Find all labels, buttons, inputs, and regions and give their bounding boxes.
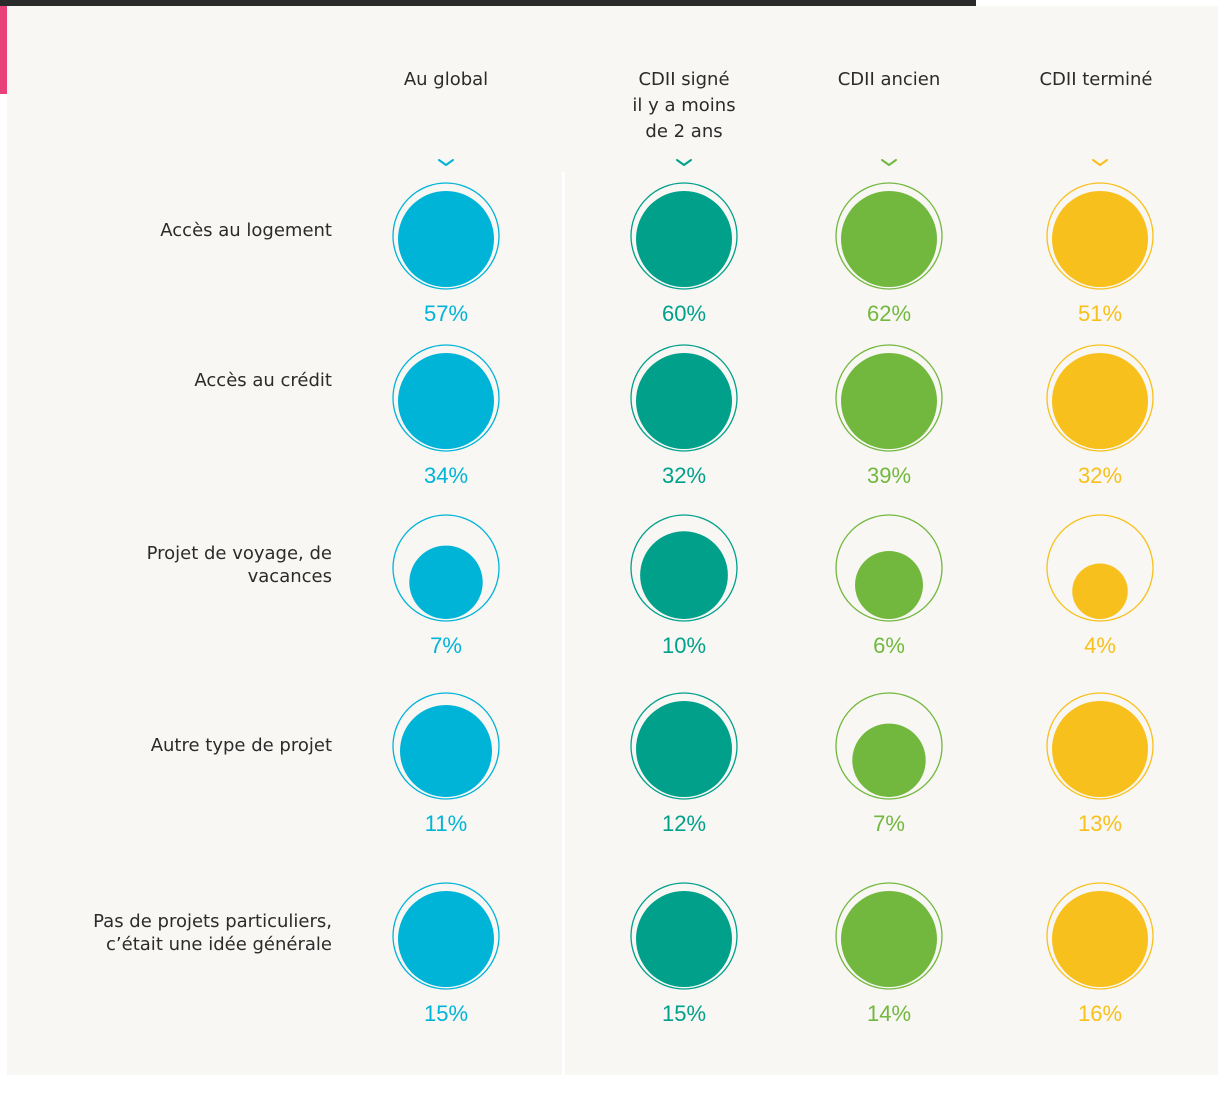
bubble-value [855, 551, 923, 619]
bubble-value [640, 531, 728, 619]
bubble-value [1052, 191, 1148, 287]
bubble-outline [630, 344, 738, 452]
bubble-outline [392, 344, 500, 452]
bubble-value [398, 353, 494, 449]
column-header-line: de 2 ans [645, 121, 723, 142]
value-label: 34% [424, 463, 468, 488]
value-label: 4% [1084, 633, 1116, 658]
chevron-down-icon [676, 159, 692, 166]
chevron-down-icon [1092, 159, 1108, 166]
value-label: 62% [867, 301, 911, 326]
value-label: 7% [430, 633, 462, 658]
bubble-value [636, 891, 732, 987]
row-label-line: vacances [247, 566, 332, 587]
row-label-pas-de-projets: Pas de projets particuliers, c’était une… [20, 910, 332, 956]
bubble-outline [630, 882, 738, 990]
column-header-au-global: Au global [356, 67, 536, 93]
value-label: 6% [873, 633, 905, 658]
column-header-line: CDII signé [638, 69, 730, 90]
value-label: 16% [1078, 1001, 1122, 1026]
row-label-line: Projet de voyage, de [146, 543, 332, 564]
value-label: 13% [1078, 811, 1122, 836]
column-header-line: CDII ancien [837, 69, 941, 90]
bubble-outline [835, 344, 943, 452]
bubble-outline [392, 514, 500, 622]
chart-panel [7, 6, 1218, 1075]
column-header-cdii-signe: CDII signé il y a moins de 2 ans [594, 67, 774, 145]
bubble-outline [1046, 514, 1154, 622]
row-label-line: Accès au crédit [194, 370, 332, 391]
value-label: 51% [1078, 301, 1122, 326]
bubble-outline [1046, 182, 1154, 290]
bubble-value [1072, 563, 1128, 619]
row-label-line: Autre type de projet [150, 735, 332, 756]
bubble-outline [835, 182, 943, 290]
column-header-cdii-ancien: CDII ancien [799, 67, 979, 93]
bubble-outline [392, 692, 500, 800]
chevron-down-icon [438, 159, 454, 166]
value-label: 32% [662, 463, 706, 488]
row-label-line: c’était une idée générale [106, 934, 332, 955]
value-label: 14% [867, 1001, 911, 1026]
chevron-down-icon [881, 159, 897, 166]
bubble-outline [1046, 692, 1154, 800]
bubble-outline [835, 514, 943, 622]
bubble-outline [1046, 344, 1154, 452]
bubble-outline [835, 882, 943, 990]
bubble-value [852, 723, 926, 798]
bubble-value [1052, 353, 1148, 449]
value-label: 7% [873, 811, 905, 836]
bubble-value [841, 353, 937, 449]
row-label-credit: Accès au crédit [20, 369, 332, 392]
bubble-outline [835, 692, 943, 800]
value-label: 15% [424, 1001, 468, 1026]
bubble-value [398, 191, 494, 287]
top-bar [0, 0, 976, 6]
bubble-outline [630, 692, 738, 800]
bubble-outline [392, 182, 500, 290]
bubble-value [409, 545, 483, 620]
bubble-value [841, 891, 937, 987]
value-label: 11% [425, 811, 467, 836]
column-header-line: il y a moins [632, 95, 736, 116]
value-label: 32% [1078, 463, 1122, 488]
bubble-value [636, 701, 732, 797]
value-label: 10% [662, 633, 706, 658]
accent-bar [0, 6, 7, 94]
value-label: 39% [867, 463, 911, 488]
row-label-line: Accès au logement [160, 220, 332, 241]
bubble-value [1052, 891, 1148, 987]
value-label: 12% [662, 811, 706, 836]
column-header-line: CDII terminé [1039, 69, 1153, 90]
row-label-autre-projet: Autre type de projet [20, 734, 332, 757]
bubble-outline [392, 882, 500, 990]
bubble-value [399, 704, 493, 797]
bubble-value [841, 191, 937, 287]
row-label-line: Pas de projets particuliers, [93, 911, 332, 932]
bubble-outline [630, 514, 738, 622]
bubble-value [1052, 701, 1148, 797]
row-label-logement: Accès au logement [20, 219, 332, 242]
column-header-line: Au global [403, 69, 489, 90]
value-label: 57% [424, 301, 468, 326]
column-divider [562, 172, 565, 1090]
bubble-outline [1046, 882, 1154, 990]
bubble-value [398, 891, 494, 987]
bubble-value [636, 191, 732, 287]
bubble-outline [630, 182, 738, 290]
row-label-voyage: Projet de voyage, de vacances [20, 542, 332, 588]
value-label: 60% [662, 301, 706, 326]
value-label: 15% [662, 1001, 706, 1026]
column-header-cdii-termine: CDII terminé [1006, 67, 1186, 93]
bubble-value [636, 353, 732, 449]
